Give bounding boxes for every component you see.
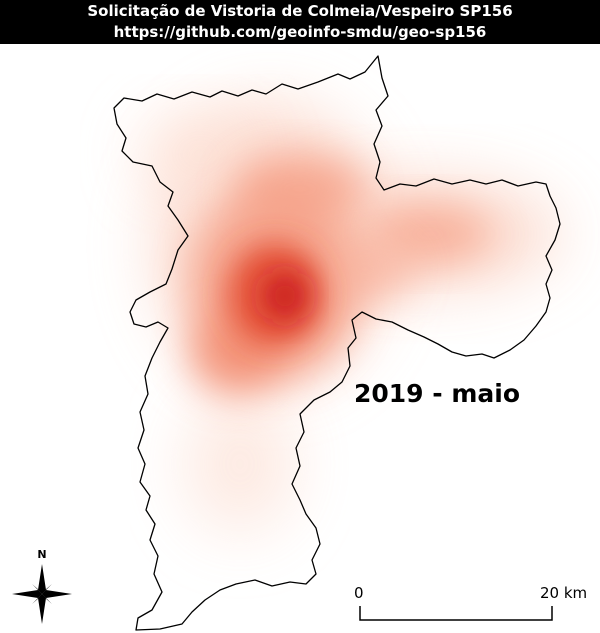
heatmap-blob	[185, 394, 295, 534]
period-label: 2019 - maio	[354, 379, 521, 408]
north-label: N	[37, 548, 47, 561]
heatmap-layer	[140, 104, 560, 534]
heatmap-blob	[315, 239, 415, 299]
map-header: Solicitação de Vistoria de Colmeia/Vespe…	[0, 0, 600, 44]
heatmap-blob	[140, 114, 260, 194]
heatmap-blob	[263, 272, 307, 320]
compass-rose-icon	[12, 564, 72, 624]
map-canvas	[113, 55, 561, 631]
scale-bar: 0 20 km	[350, 584, 600, 629]
source-url: https://github.com/geoinfo-smdu/geo-sp15…	[113, 23, 487, 41]
north-arrow: N	[10, 548, 74, 626]
scale-end-label: 20 km	[540, 584, 588, 602]
scale-start-label: 0	[354, 584, 364, 602]
map-title: Solicitação de Vistoria de Colmeia/Vespe…	[87, 2, 513, 20]
heatmap-blob	[235, 154, 365, 224]
scale-bar-line	[359, 606, 553, 621]
city-boundary	[113, 55, 561, 631]
